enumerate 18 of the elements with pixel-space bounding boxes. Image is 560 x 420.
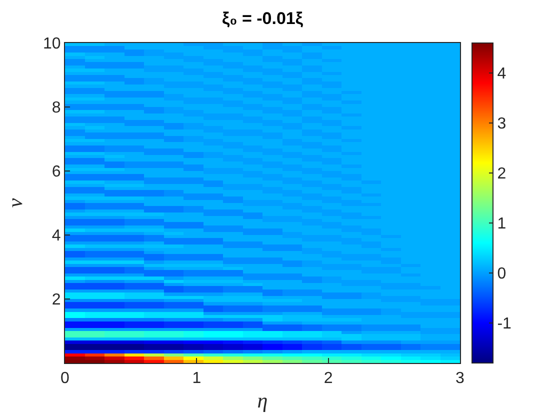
x-tick-label: 2 [324, 370, 333, 388]
color-bar-label: 2 [497, 166, 506, 183]
y-tick-label: 10 [43, 36, 61, 53]
y-tick-label: 6 [52, 164, 61, 181]
y-tick-label: 4 [52, 228, 61, 245]
y-axis-title: ν [3, 198, 28, 208]
color-bar-label: 4 [497, 66, 506, 83]
x-axis-title: η [257, 388, 268, 412]
color-bar-label: -1 [497, 316, 512, 333]
y-tick-label: 2 [52, 292, 61, 309]
color-bar-label: 1 [497, 216, 506, 233]
color-bar-label: 0 [497, 266, 506, 283]
x-tick-label: 3 [456, 370, 465, 388]
chart-title: ξ₀ = -0.01ξ [222, 8, 304, 28]
y-tick-label: 8 [52, 100, 61, 117]
color-bar-label: 3 [497, 116, 506, 133]
x-tick-label: 1 [192, 370, 202, 388]
x-tick-label: 0 [60, 370, 70, 388]
